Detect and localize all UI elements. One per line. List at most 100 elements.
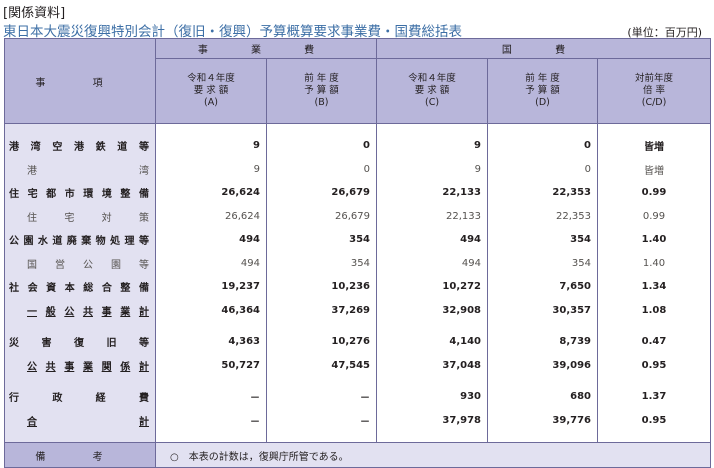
row-label: 行政経費 — [9, 393, 149, 405]
cell-b: 10,276 — [265, 330, 378, 354]
cell-c: 22,133 — [376, 181, 489, 205]
cell-a: 9 — [155, 157, 267, 181]
cell-d: 22,353 — [487, 204, 599, 228]
col-header-ratio: 対前年度倍 率 (C/D) — [597, 58, 712, 124]
cell-a: 494 — [155, 228, 267, 252]
jigyo-group-header: 事 業 費 — [154, 38, 378, 59]
cell-c: 4,140 — [376, 330, 489, 354]
budget-table: 事 項 事 業 費 国 費 令和４年度要 求 額 (A) 前 年 度予 算 額 (B… — [4, 38, 712, 468]
cell-c: 22,133 — [376, 204, 489, 228]
note-text: ○ 本表の計数は，復興庁所管である。 — [154, 442, 712, 468]
table-row: 行政経費－－ 930 680 1.37 — [4, 385, 712, 409]
row-label-cell: 合計 — [4, 408, 156, 432]
row-label: 住宅対策 — [27, 212, 149, 224]
row-label-cell: 住宅対策 — [4, 204, 156, 228]
cell-ratio: 1.08 — [597, 298, 712, 322]
cell-ratio: 1.34 — [597, 275, 712, 299]
cell-d: 354 — [487, 251, 599, 275]
row-label: 港湾 — [27, 165, 149, 177]
cell-ratio: 0.99 — [597, 204, 712, 228]
cell-d: 0 — [487, 157, 599, 181]
cell-d: 0 — [487, 134, 599, 158]
cell-d: 354 — [487, 228, 599, 252]
cell-d: 680 — [487, 385, 599, 409]
cell-ratio: 1.37 — [597, 385, 712, 409]
page-title: 東日本大震災復興特別会計（復旧・復興）予算概算要求事業費・国費総括表 — [3, 24, 462, 40]
cell-b: 354 — [265, 251, 378, 275]
cell-c: 494 — [376, 228, 489, 252]
table-row: 港湾空港鉄道等 9 0 9 0 皆増 — [4, 134, 712, 158]
row-label: 公共事業関係計 — [27, 361, 149, 373]
cell-ratio: 0.95 — [597, 353, 712, 377]
cell-a: 26,624 — [155, 204, 267, 228]
row-label: 社会資本総合整備 — [9, 283, 149, 295]
table-row: 国営公園等 494 354 494 354 1.40 — [4, 251, 712, 275]
cell-a: 50,727 — [155, 353, 267, 377]
row-label-cell: 公共事業関係計 — [4, 353, 156, 377]
cell-a: － — [155, 385, 267, 409]
table-row: 公園水道廃棄物処理等 494 354 494 354 1.40 — [4, 228, 712, 252]
cell-ratio: 0.95 — [597, 408, 712, 432]
cell-ratio: 皆増 — [597, 157, 712, 181]
row-label-cell: 社会資本総合整備 — [4, 275, 156, 299]
cell-c: 930 — [376, 385, 489, 409]
row-label-cell: 住宅都市環境整備 — [4, 181, 156, 205]
cell-a: 19,237 — [155, 275, 267, 299]
cell-c: 10,272 — [376, 275, 489, 299]
col-header-b: 前 年 度予 算 額 (B) — [265, 58, 378, 124]
section-tag: [関係資料] — [3, 6, 66, 21]
row-label-cell: 港湾 — [4, 157, 156, 181]
table-row: 港湾 9 0 9 0 皆増 — [4, 157, 712, 181]
col-header-a: 令和４年度要 求 額 (A) — [155, 58, 267, 124]
item-column-header: 事 項 — [4, 38, 156, 124]
row-label: 住宅都市環境整備 — [9, 189, 149, 201]
cell-c: 37,978 — [376, 408, 489, 432]
note-row: 備 考 ○ 本表の計数は，復興庁所管である。 — [4, 442, 712, 468]
cell-d: 30,357 — [487, 298, 599, 322]
row-label: 一般公共事業計 — [27, 306, 149, 318]
cell-a: 46,364 — [155, 298, 267, 322]
cell-a: 4,363 — [155, 330, 267, 354]
cell-ratio: 1.40 — [597, 228, 712, 252]
cell-b: 354 — [265, 228, 378, 252]
cell-c: 32,908 — [376, 298, 489, 322]
col-header-d: 前 年 度予 算 額 (D) — [487, 58, 599, 124]
cell-b: 37,269 — [265, 298, 378, 322]
cell-b: 0 — [265, 134, 378, 158]
note-label: 備 考 — [4, 442, 156, 468]
table-row: 一般公共事業計 46,364 37,269 32,908 30,357 1.08 — [4, 298, 712, 322]
row-label-cell: 行政経費 — [4, 385, 156, 409]
cell-a: 26,624 — [155, 181, 267, 205]
table-row: 合計－－ 37,978 39,776 0.95 — [4, 408, 712, 432]
col-header-c: 令和４年度要 求 額 (C) — [376, 58, 489, 124]
row-label: 港湾空港鉄道等 — [9, 142, 149, 154]
cell-b: － — [265, 385, 378, 409]
row-label-cell: 一般公共事業計 — [4, 298, 156, 322]
cell-a: 494 — [155, 251, 267, 275]
kokuhi-group-header: 国 費 — [376, 38, 712, 59]
cell-b: － — [265, 408, 378, 432]
cell-ratio: 0.47 — [597, 330, 712, 354]
row-label-cell: 公園水道廃棄物処理等 — [4, 228, 156, 252]
row-label: 災害復旧等 — [9, 338, 149, 350]
table-row: 公共事業関係計 50,727 47,545 37,048 39,096 0.95 — [4, 353, 712, 377]
row-label-cell: 国営公園等 — [4, 251, 156, 275]
table-row: 社会資本総合整備 19,237 10,236 10,272 7,650 1.34 — [4, 275, 712, 299]
unit-label: (単位：百万円) — [627, 26, 702, 39]
cell-b: 10,236 — [265, 275, 378, 299]
cell-b: 26,679 — [265, 181, 378, 205]
row-label: 公園水道廃棄物処理等 — [9, 236, 149, 248]
row-label: 国営公園等 — [27, 259, 149, 271]
cell-ratio: 皆増 — [597, 134, 712, 158]
cell-d: 8,739 — [487, 330, 599, 354]
cell-b: 47,545 — [265, 353, 378, 377]
row-label: 合計 — [27, 416, 149, 428]
table-row: 住宅対策 26,624 26,679 22,133 22,353 0.99 — [4, 204, 712, 228]
cell-c: 9 — [376, 134, 489, 158]
cell-ratio: 1.40 — [597, 251, 712, 275]
cell-ratio: 0.99 — [597, 181, 712, 205]
row-label-cell: 港湾空港鉄道等 — [4, 134, 156, 158]
cell-c: 9 — [376, 157, 489, 181]
cell-d: 7,650 — [487, 275, 599, 299]
cell-b: 0 — [265, 157, 378, 181]
